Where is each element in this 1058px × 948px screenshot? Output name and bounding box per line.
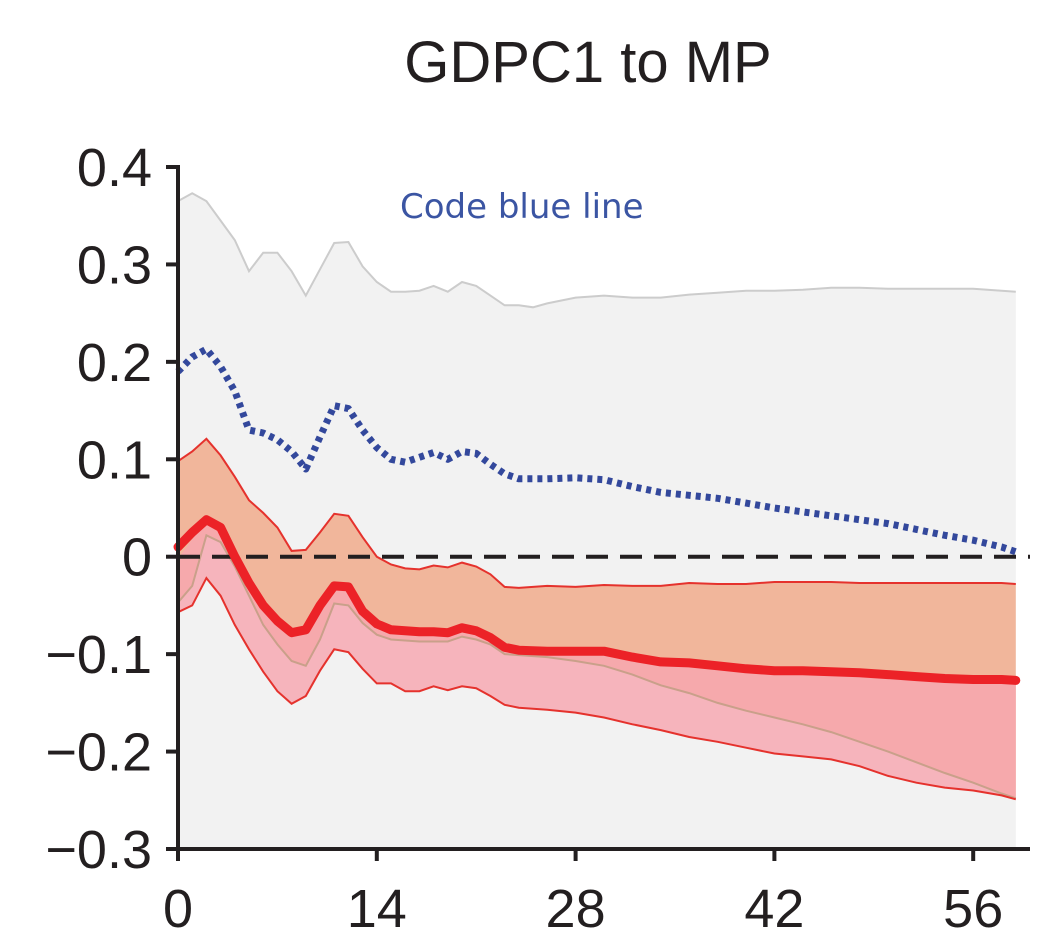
x-tick-label: 0 <box>163 879 193 939</box>
blue-line-annotation: Code blue line <box>400 187 644 227</box>
red-median-line <box>173 515 1021 685</box>
chart-title: GDPC1 to MP <box>404 30 771 95</box>
orange-band-upper-line <box>177 437 1016 589</box>
y-tick-label: −0.2 <box>45 723 152 783</box>
plot-area <box>173 192 1030 850</box>
x-tick-label: 56 <box>943 879 1003 939</box>
blue-dotted-line <box>175 345 1017 556</box>
y-tick-label: 0.2 <box>77 333 152 393</box>
pink-band-area <box>178 519 1016 800</box>
y-tick-label: −0.1 <box>45 625 152 685</box>
y-tick-label: 0 <box>122 528 152 588</box>
y-tick-label: −0.3 <box>45 820 152 880</box>
y-tick-label: 0.4 <box>77 138 152 198</box>
x-tick-label: 28 <box>546 879 606 939</box>
x-tick-label: 14 <box>347 879 407 939</box>
gray-band-upper-line <box>177 192 1016 309</box>
orange-band-lower-line <box>177 533 1017 800</box>
y-tick-label: 0.3 <box>77 235 152 295</box>
y-tick-label: 0.1 <box>77 430 152 490</box>
axes: 0.40.30.20.10−0.1−0.2−0.30 14 28 42 56 <box>45 138 1030 939</box>
x-tick-label: 42 <box>744 879 804 939</box>
pink-band-lower-line <box>177 576 1017 801</box>
